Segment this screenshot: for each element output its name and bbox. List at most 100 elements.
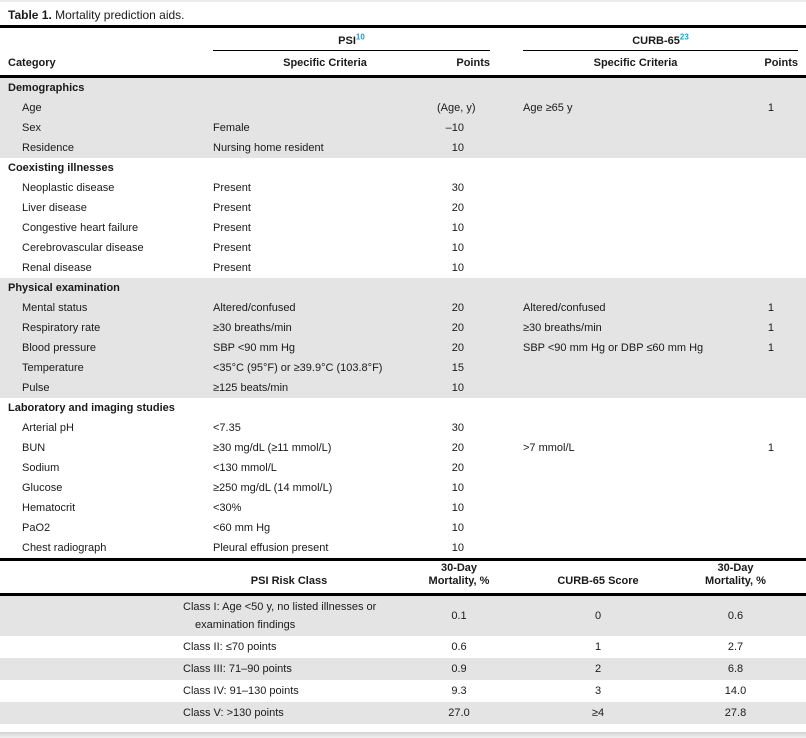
- risk-row-spacer: [8, 689, 183, 693]
- category-cell: Neoplastic disease: [22, 182, 115, 194]
- psi-risk-class-cell: Class III: 71–90 points: [183, 663, 292, 675]
- psi-points-cell: 30: [451, 182, 464, 194]
- table-row: Hematocrit <30% 10: [0, 498, 806, 518]
- table-row: Blood pressure SBP <90 mm Hg 20 SBP <90 …: [0, 338, 806, 358]
- psi-points-cell: 20: [451, 442, 464, 454]
- curb-score-cell: 0: [594, 610, 602, 622]
- category-cell: Respiratory rate: [22, 322, 101, 334]
- category-cell: Glucose: [22, 482, 63, 494]
- page-edge-shadow: [0, 732, 806, 738]
- psi-criteria-cell: Nursing home resident: [213, 142, 324, 154]
- curb-score-cell: 2: [594, 663, 602, 675]
- psi-risk-class-cell: Class II: ≤70 points: [183, 641, 277, 653]
- psi-points-cell: 10: [451, 502, 464, 514]
- group-header-psi: PSI10: [213, 32, 490, 51]
- psi-criteria-cell: Present: [213, 222, 251, 234]
- category-cell: Sex: [22, 122, 41, 134]
- psi-criteria-cell: <130 mmol/L: [213, 462, 277, 474]
- psi-criteria-cell: ≥30 breaths/min: [213, 322, 292, 334]
- risk-table-row: Class III: 71–90 points 0.9 2 6.8: [0, 658, 806, 680]
- psi-mortality-cell: 0.9: [451, 663, 467, 675]
- curb-mortality-cell: 0.6: [727, 610, 744, 622]
- psi-mortality-line1: 30-Day: [440, 562, 478, 574]
- curb-points-cell: 1: [767, 342, 774, 354]
- category-cell: Chest radiograph: [22, 542, 107, 554]
- table-row: Residence Nursing home resident 10: [0, 138, 806, 158]
- psi-criteria-cell: Female: [213, 122, 250, 134]
- section-header: Coexisting illnesses: [8, 162, 114, 174]
- column-gap: [490, 51, 523, 75]
- psi-points-cell: 20: [451, 202, 464, 214]
- curb-mortality-line2: Mortality, %: [705, 575, 766, 587]
- psi-reference-link[interactable]: 10: [355, 32, 365, 42]
- psi-mortality-cell: 0.1: [451, 610, 467, 622]
- table-row: Liver disease Present 20: [0, 198, 806, 218]
- table-section: Coexisting illnesses Neoplastic disease …: [0, 158, 806, 278]
- table-section: Demographics Age (Age, y) Age ≥65 y 1 Se…: [0, 78, 806, 158]
- psi-points-cell: 10: [451, 262, 464, 274]
- curb-score-cell: ≥4: [591, 707, 605, 719]
- psi-criteria-cell: <30%: [213, 502, 242, 514]
- category-cell: Renal disease: [22, 262, 92, 274]
- psi-criteria-cell: ≥30 mg/dL (≥11 mmol/L): [213, 442, 332, 454]
- category-cell: Residence: [22, 142, 74, 154]
- curb65-reference-link[interactable]: 23: [679, 32, 689, 42]
- category-cell: Blood pressure: [22, 342, 96, 354]
- psi-points-cell: 10: [451, 242, 464, 254]
- category-cell: Age: [22, 102, 42, 114]
- column-header-psi-points: Points: [456, 57, 490, 69]
- risk-table-row: Class I: Age <50 y, no listed illnesses …: [0, 596, 806, 636]
- column-header-curb-points: Points: [764, 57, 798, 69]
- psi-mortality-line2: Mortality, %: [428, 575, 490, 587]
- psi-criteria-cell: Present: [213, 202, 251, 214]
- risk-table-row: Class II: ≤70 points 0.6 1 2.7: [0, 636, 806, 658]
- column-header-psi-criteria: Specific Criteria: [283, 57, 367, 69]
- curb-mortality-cell: 14.0: [724, 685, 747, 697]
- category-cell: Mental status: [22, 302, 88, 314]
- table-row: Sex Female –10: [0, 118, 806, 138]
- table-row: Chest radiograph Pleural effusion presen…: [0, 538, 806, 558]
- risk-table-row: Class IV: 91–130 points 9.3 3 14.0: [0, 680, 806, 702]
- curb-points-cell: 1: [767, 102, 774, 114]
- table-caption-text: Mortality prediction aids.: [51, 8, 185, 22]
- table-row: Glucose ≥250 mg/dL (14 mmol/L) 10: [0, 478, 806, 498]
- psi-points-cell: 10: [451, 142, 464, 154]
- category-cell: Congestive heart failure: [22, 222, 139, 234]
- psi-criteria-cell: ≥250 mg/dL (14 mmol/L): [213, 482, 333, 494]
- risk-row-spacer: [8, 711, 183, 715]
- curb-points-cell: 1: [767, 442, 774, 454]
- curb-mortality-cell: 2.7: [727, 641, 744, 653]
- psi-points-cell: 10: [451, 542, 464, 554]
- category-cell: Pulse: [22, 382, 50, 394]
- table-row: Sodium <130 mmol/L 20: [0, 458, 806, 478]
- psi-criteria-cell: <60 mm Hg: [213, 522, 271, 534]
- section-header: Physical examination: [8, 282, 120, 294]
- table-row: Temperature <35°C (95°F) or ≥39.9°C (103…: [0, 358, 806, 378]
- category-cell: Temperature: [22, 362, 84, 374]
- group-header-curb65: CURB-6523: [523, 32, 798, 51]
- column-header-curb-criteria: Specific Criteria: [593, 57, 678, 69]
- table-row: PaO2 <60 mm Hg 10: [0, 518, 806, 538]
- psi-points-cell: 10: [451, 222, 464, 234]
- psi-points-cell: –10: [445, 122, 464, 134]
- psi-criteria-cell: Altered/confused: [213, 302, 296, 314]
- group-header-row: PSI10 CURB-6523: [0, 28, 806, 51]
- curb-points-cell: 1: [767, 302, 774, 314]
- curb-criteria-cell: Age ≥65 y: [523, 102, 573, 114]
- table-row: Neoplastic disease Present 30: [0, 178, 806, 198]
- category-cell: PaO2: [22, 522, 51, 534]
- main-table-body: Demographics Age (Age, y) Age ≥65 y 1 Se…: [0, 78, 806, 558]
- psi-points-cell: 10: [451, 382, 464, 394]
- table-row: Pulse ≥125 beats/min 10: [0, 378, 806, 398]
- section-header: Laboratory and imaging studies: [8, 402, 175, 414]
- risk-header-psi-class: PSI Risk Class: [250, 575, 328, 587]
- psi-mortality-cell: 27.0: [448, 707, 470, 719]
- category-cell: Hematocrit: [22, 502, 76, 514]
- table-row: Respiratory rate ≥30 breaths/min 20 ≥30 …: [0, 318, 806, 338]
- curb-score-cell: 1: [594, 641, 602, 653]
- table-section: Laboratory and imaging studies Arterial …: [0, 398, 806, 558]
- category-cell: Liver disease: [22, 202, 87, 214]
- curb-mortality-cell: 6.8: [727, 663, 744, 675]
- psi-risk-class-cell: Class IV: 91–130 points: [183, 685, 299, 697]
